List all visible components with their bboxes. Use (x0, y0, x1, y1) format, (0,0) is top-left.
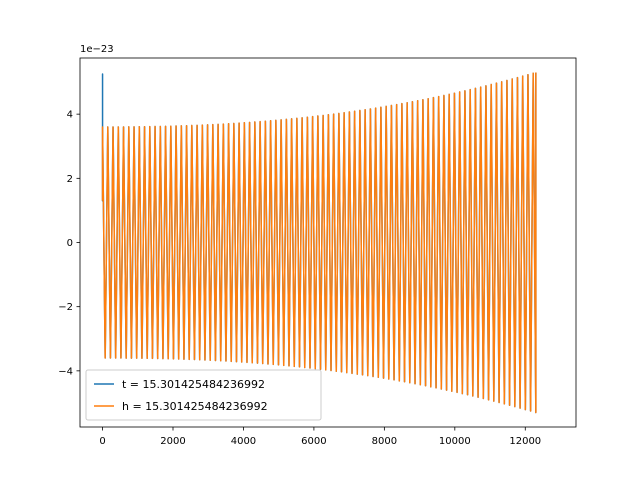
legend-frame (85, 369, 322, 421)
axes-layer: 0 2000 4000 6000 8000 10000 12000 −4 −2 0 2 4 (58, 57, 577, 447)
y-tick-label: −2 (58, 302, 73, 313)
x-tick-label: 0 (99, 436, 105, 447)
y-tick-label: 4 (67, 110, 73, 121)
x-tick-label: 4000 (231, 436, 256, 447)
legend-label-2: h = 15.301425484236992 (122, 400, 268, 413)
x-tick-label: 2000 (160, 436, 185, 447)
x-tick-label: 10000 (439, 436, 471, 447)
legend: t = 15.301425484236992 h = 15.30142548423… (85, 369, 322, 421)
y-offset-text: 1e−23 (80, 44, 114, 55)
y-tick-label: 2 (67, 174, 73, 185)
x-tick-label: 8000 (372, 436, 397, 447)
y-tick-label: 0 (67, 238, 73, 249)
series-layer (101, 72, 537, 414)
legend-label-1: t = 15.301425484236992 (122, 378, 265, 391)
series-line-2 (101, 72, 537, 414)
y-tick-label: −4 (58, 366, 73, 377)
x-tick-label: 6000 (301, 436, 326, 447)
x-tick-label: 12000 (509, 436, 541, 447)
